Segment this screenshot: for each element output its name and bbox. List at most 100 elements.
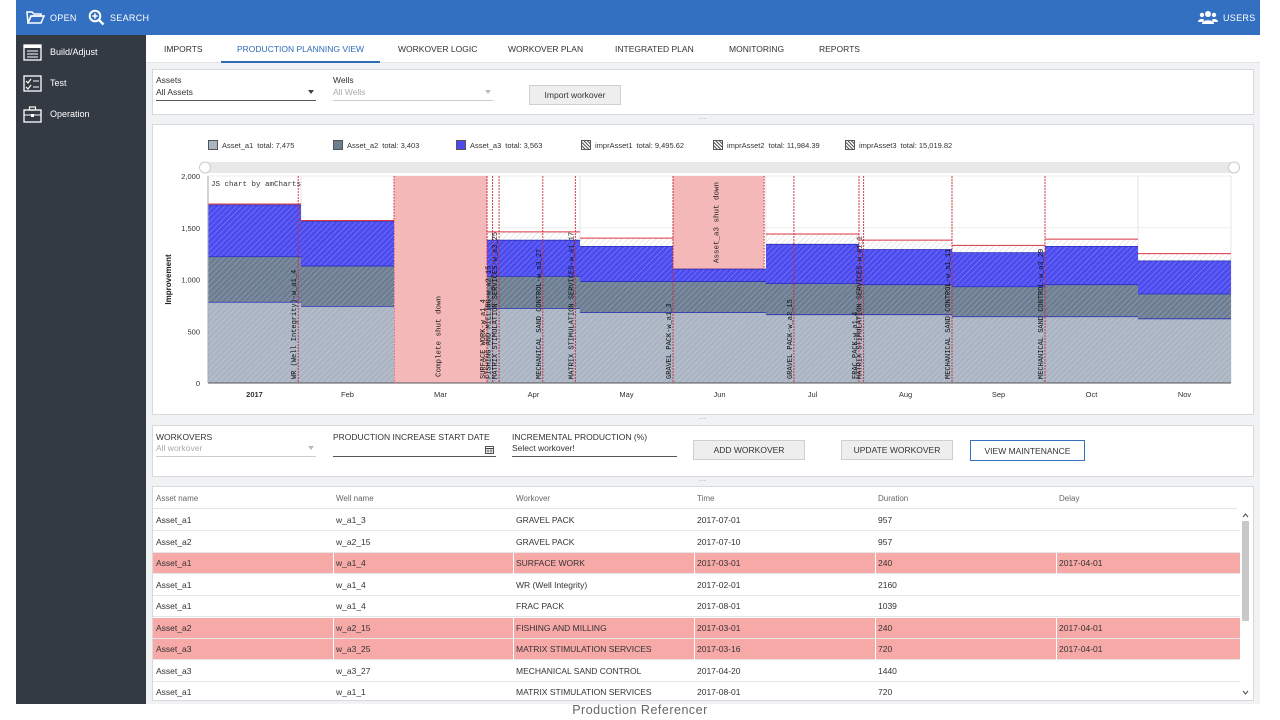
x-tick-label: Oct	[1086, 390, 1099, 399]
workover-table: Asset name Well name Workover Time Durat…	[152, 486, 1254, 701]
cell-divider	[1056, 639, 1057, 660]
legend-name: imprAsset3	[859, 140, 897, 150]
series-hatch-step	[487, 308, 580, 383]
table-cell: w_a2_15	[336, 536, 371, 547]
start-date-input[interactable]	[333, 443, 496, 457]
sidebar-item-label: Build/Adjust	[50, 47, 98, 57]
assets-select[interactable]: All Assets	[156, 87, 316, 101]
chevron-down-icon	[308, 446, 314, 450]
legend-item[interactable]: imprAsset3 total: 15,019.82	[845, 140, 952, 150]
tab-production-planning-view[interactable]: PRODUCTION PLANNING VIEW	[221, 35, 381, 63]
checklist-icon	[22, 74, 42, 92]
column-header-asset[interactable]: Asset name	[156, 494, 199, 503]
series-hatch-step	[301, 306, 394, 383]
workovers-select[interactable]: All workover	[156, 443, 316, 457]
update-workover-button[interactable]: UPDATE WORKOVER	[841, 440, 953, 460]
cell-divider	[513, 553, 514, 574]
users-button[interactable]: USERS	[1198, 0, 1256, 35]
x-tick-label: Nov	[1178, 390, 1192, 399]
x-tick-label: Sep	[992, 390, 1005, 399]
table-row[interactable]: Asset_a1 w_a1_4 WR (Well Integrity) 2017-02…	[153, 574, 1240, 596]
incremental-production-label: INCREMENTAL PRODUCTION (%)	[512, 432, 648, 442]
table-row[interactable]: Asset_a2 w_a2_15 GRAVEL PACK 2017-07-10 957	[153, 531, 1240, 553]
start-date-label: PRODUCTION INCREASE START DATE	[333, 432, 490, 442]
table-cell: MATRIX STIMULATION SERVICES	[516, 644, 652, 654]
briefcase-icon	[22, 105, 42, 123]
cell-divider	[694, 639, 695, 660]
tab-imports[interactable]: IMPORTS	[164, 44, 203, 54]
table-cell: w_a3_27	[336, 665, 371, 676]
table-cell: GRAVEL PACK	[516, 515, 575, 525]
incremental-production-value: Select workover!	[512, 443, 575, 453]
tab-reports[interactable]: REPORTS	[819, 44, 860, 54]
wells-label: Wells	[333, 75, 354, 85]
table-cell: 2017-04-01	[1059, 558, 1103, 568]
series-hatch-step	[1138, 318, 1231, 383]
open-button[interactable]: OPEN	[26, 0, 77, 35]
x-tick-label: Jun	[713, 390, 725, 399]
column-header-delay[interactable]: Delay	[1059, 494, 1080, 503]
wells-select[interactable]: All Wells	[333, 87, 493, 101]
import-workover-button[interactable]: Import workover	[529, 85, 621, 105]
sidebar-item-test[interactable]: Test	[16, 68, 146, 98]
tab-monitoring[interactable]: MONITORING	[729, 44, 785, 54]
workover-label: MECHANICAL SAND CONTROL-w_a3_29	[1038, 249, 1046, 379]
table-row[interactable]: Asset_a1 w_a1_1 MATRIX STIMULATION SERVICE…	[153, 682, 1240, 700]
table-cell: w_a2_15	[336, 622, 371, 633]
legend-item[interactable]: Asset_a1 total: 7,475	[208, 140, 294, 150]
search-button[interactable]: SEARCH	[88, 0, 149, 35]
table-row[interactable]: Asset_a1 w_a1_3 GRAVEL PACK 2017-07-01 957	[153, 510, 1240, 531]
sidebar-item-operation[interactable]: Operation	[16, 99, 146, 129]
workover-label: SURFACE WORK-w_a1_4	[480, 299, 488, 379]
tab-bar: IMPORTS PRODUCTION PLANNING VIEW WORKOVE…	[146, 35, 1260, 63]
shutdown-label: Complete shut down	[436, 296, 444, 377]
legend-total: total: 11,984.39	[768, 140, 820, 150]
table-cell: 957	[878, 515, 893, 525]
legend-item[interactable]: imprAsset2 total: 11,984.39	[713, 140, 820, 150]
chevron-down-icon	[485, 90, 491, 94]
table-cell: 957	[878, 536, 893, 547]
table-cell: 1039	[878, 601, 897, 611]
tab-workover-logic[interactable]: WORKOVER LOGIC	[398, 44, 478, 54]
legend-item[interactable]: Asset_a2 total: 3,403	[333, 140, 419, 150]
legend-item[interactable]: Asset_a3 total: 3,563	[456, 140, 542, 150]
legend-name: Asset_a2	[347, 140, 379, 150]
table-cell: 720	[878, 687, 893, 697]
column-header-duration[interactable]: Duration	[878, 494, 909, 503]
column-header-workover[interactable]: Workover	[516, 494, 551, 503]
x-tick-label: Mar	[434, 390, 447, 399]
table-row[interactable]: Asset_a3 w_a3_27 MECHANICAL SAND CONTROL 20…	[153, 660, 1240, 682]
view-maintenance-button[interactable]: VIEW MAINTENANCE	[970, 440, 1085, 461]
splitter-handle[interactable]: ...	[699, 476, 707, 483]
chart-panel: Asset_a1 total: 7,475 Asset_a2 total: 3,403…	[152, 124, 1254, 415]
table-cell: Asset_a3	[156, 644, 192, 654]
series-hatch-step	[952, 316, 1045, 383]
column-header-well[interactable]: Well name	[336, 494, 374, 503]
legend-name: Asset_a3	[470, 140, 502, 150]
legend-name: imprAsset2	[727, 140, 765, 150]
x-tick-label: Jul	[808, 390, 818, 399]
table-cell: 2017-03-16	[697, 644, 741, 654]
table-cell: 2017-02-01	[697, 579, 741, 590]
cell-divider	[333, 617, 334, 639]
tab-integrated-plan[interactable]: INTEGRATED PLAN	[615, 44, 694, 54]
cell-divider	[694, 553, 695, 574]
series-hatch-step	[859, 314, 952, 383]
table-row[interactable]: Asset_a1 w_a1_4 SURFACE WORK 2017-03-01 240 2…	[153, 553, 1240, 574]
incremental-production-input[interactable]: Select workover!	[512, 443, 677, 457]
add-workover-button[interactable]: ADD WORKOVER	[693, 440, 805, 460]
splitter-handle[interactable]: ...	[699, 114, 707, 121]
table-scrollbar[interactable]	[1240, 511, 1251, 697]
open-label: OPEN	[50, 12, 77, 23]
series-hatch-step	[673, 312, 766, 383]
sidebar-item-build-adjust[interactable]: Build/Adjust	[16, 37, 146, 67]
table-cell: 2017-04-01	[1059, 644, 1103, 654]
column-header-time[interactable]: Time	[697, 494, 715, 503]
splitter-handle[interactable]: ...	[699, 414, 707, 421]
tab-workover-plan[interactable]: WORKOVER PLAN	[508, 44, 584, 54]
table-row[interactable]: Asset_a3 w_a3_25 MATRIX STIMULATION SERVIC…	[153, 639, 1240, 660]
table-row[interactable]: Asset_a2 w_a2_15 FISHING AND MILLING 2017-0…	[153, 617, 1240, 639]
table-row[interactable]: Asset_a1 w_a1_4 FRAC PACK 2017-08-01 1039	[153, 596, 1240, 617]
legend-item[interactable]: imprAsset1 total: 9,495.62	[581, 140, 684, 150]
workover-label: MATRIX STIMULATION SERVICES-w_a1_1	[857, 236, 865, 379]
